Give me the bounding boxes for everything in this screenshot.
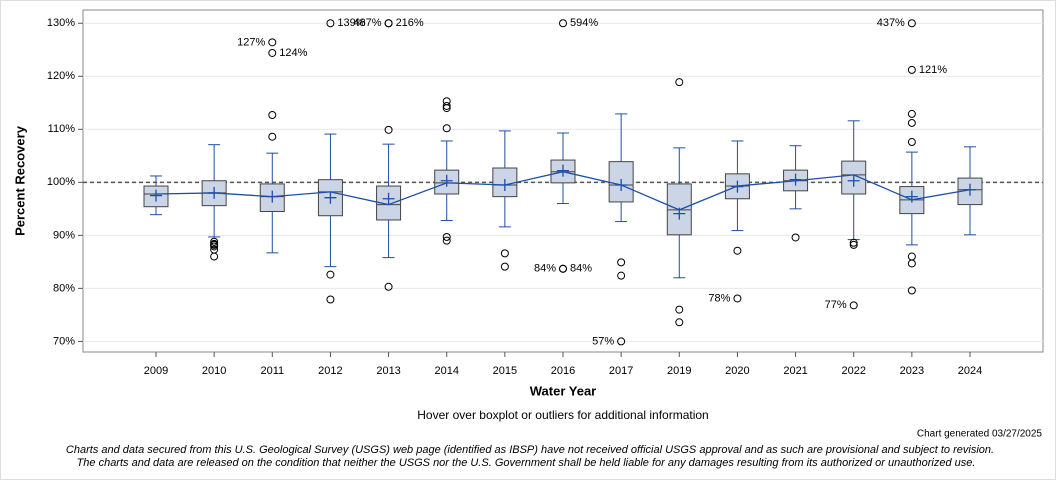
outlier: [675, 318, 684, 327]
outlier: [907, 138, 916, 147]
outlier: [559, 264, 567, 273]
outlier: [268, 132, 277, 141]
hover-note: Hover over boxplot or outliers for addit…: [417, 408, 708, 422]
outlier: [675, 78, 684, 87]
mean-marker: [905, 190, 918, 203]
x-axis-title: Water Year: [530, 383, 597, 398]
mean-marker: [150, 189, 162, 202]
outlier: [733, 246, 742, 255]
mean-marker: [382, 192, 395, 205]
x-tick-label: 2013: [376, 365, 400, 377]
y-tick-label: 110%: [48, 123, 76, 135]
outlier-label: 127%: [237, 36, 265, 48]
outlier: [326, 270, 335, 279]
y-tick-label: 70%: [53, 335, 75, 347]
outlier: [442, 97, 451, 106]
y-tick-label: 100%: [47, 176, 75, 188]
outlier: [907, 118, 916, 127]
outlier: [500, 249, 509, 258]
x-tick-label: 2010: [202, 365, 226, 377]
outlier-label: 124%: [279, 47, 307, 59]
outlier: [442, 124, 451, 133]
outlier: [210, 239, 219, 248]
y-axis-title: Percent Recovery: [12, 125, 27, 236]
outlier: [500, 262, 509, 271]
mean-marker: [557, 164, 569, 177]
outlier: [442, 232, 451, 241]
outlier: [559, 19, 567, 28]
outlier: [384, 125, 393, 134]
outlier: [849, 238, 858, 247]
outlier-label: 121%: [919, 64, 947, 76]
outlier-label: 77%: [825, 299, 847, 311]
x-tick-label: 2021: [783, 365, 807, 377]
mean-marker: [847, 174, 860, 187]
x-tick-label: 2015: [493, 365, 517, 377]
outlier-label: 78%: [708, 292, 730, 304]
x-tick-label: 2012: [318, 365, 342, 377]
generated-date: Chart generated 03/27/2025: [917, 429, 1043, 440]
mean-marker: [324, 191, 337, 204]
outlier: [617, 258, 626, 267]
outlier: [617, 337, 626, 346]
outlier: [849, 240, 858, 249]
mean-marker: [440, 174, 453, 187]
outlier-label: 437%: [877, 17, 905, 29]
outlier-label: 84%: [534, 263, 556, 275]
outlier: [907, 109, 916, 118]
outlier-label: 57%: [592, 335, 614, 347]
x-tick-label: 2024: [958, 365, 982, 377]
disclaimer: The charts and data are released on the …: [77, 457, 976, 469]
outlier-label: 216%: [396, 17, 424, 29]
outlier: [210, 237, 219, 246]
outlier: [268, 48, 277, 57]
y-tick-label: 130%: [47, 17, 75, 29]
outlier-label: 84%: [570, 263, 592, 275]
outlier: [268, 110, 277, 119]
disclaimer: Charts and data secured from this U.S. G…: [66, 444, 994, 456]
y-tick-label: 80%: [53, 282, 75, 294]
outlier-label: 594%: [570, 17, 598, 29]
outlier-label: 487%: [353, 17, 381, 29]
outlier: [384, 19, 393, 28]
x-tick-label: 2009: [144, 365, 168, 377]
outlier: [907, 19, 916, 28]
outlier: [268, 38, 277, 47]
median-line: [155, 171, 971, 211]
outlier: [907, 259, 916, 268]
x-tick-label: 2023: [900, 365, 924, 377]
outlier: [849, 301, 858, 310]
outlier-label: 139%: [337, 17, 365, 29]
x-tick-label: 2016: [551, 365, 575, 377]
outlier: [675, 305, 684, 314]
outlier: [384, 282, 393, 291]
x-tick-label: 2022: [841, 365, 865, 377]
outlier: [326, 295, 335, 304]
outlier: [617, 271, 626, 280]
outlier: [907, 65, 916, 74]
outlier: [442, 101, 451, 110]
mean-marker: [789, 173, 802, 186]
x-tick-label: 2011: [260, 365, 284, 377]
outlier: [791, 233, 800, 242]
outlier: [442, 236, 451, 245]
outlier: [210, 245, 219, 254]
outlier: [907, 286, 916, 295]
x-tick-label: 2019: [667, 365, 691, 377]
outlier: [733, 294, 742, 303]
outlier: [326, 19, 335, 28]
outlier: [210, 252, 219, 261]
outlier: [907, 252, 916, 261]
y-tick-label: 120%: [47, 70, 75, 82]
x-tick-label: 2014: [434, 365, 458, 377]
x-tick-label: 2020: [725, 365, 749, 377]
y-tick-label: 90%: [53, 229, 75, 241]
x-tick-label: 2017: [609, 365, 633, 377]
